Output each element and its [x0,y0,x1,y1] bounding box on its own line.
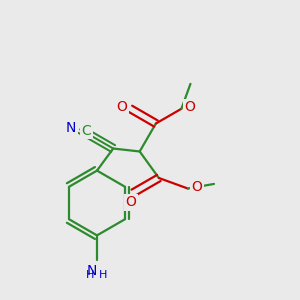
Text: N: N [86,264,97,278]
Text: O: O [191,180,202,194]
Text: C: C [82,124,92,138]
Text: N: N [66,121,76,135]
Text: O: O [184,100,195,114]
Text: O: O [117,100,128,114]
Text: H: H [86,270,95,280]
Text: H: H [99,270,108,280]
Text: O: O [125,195,136,209]
